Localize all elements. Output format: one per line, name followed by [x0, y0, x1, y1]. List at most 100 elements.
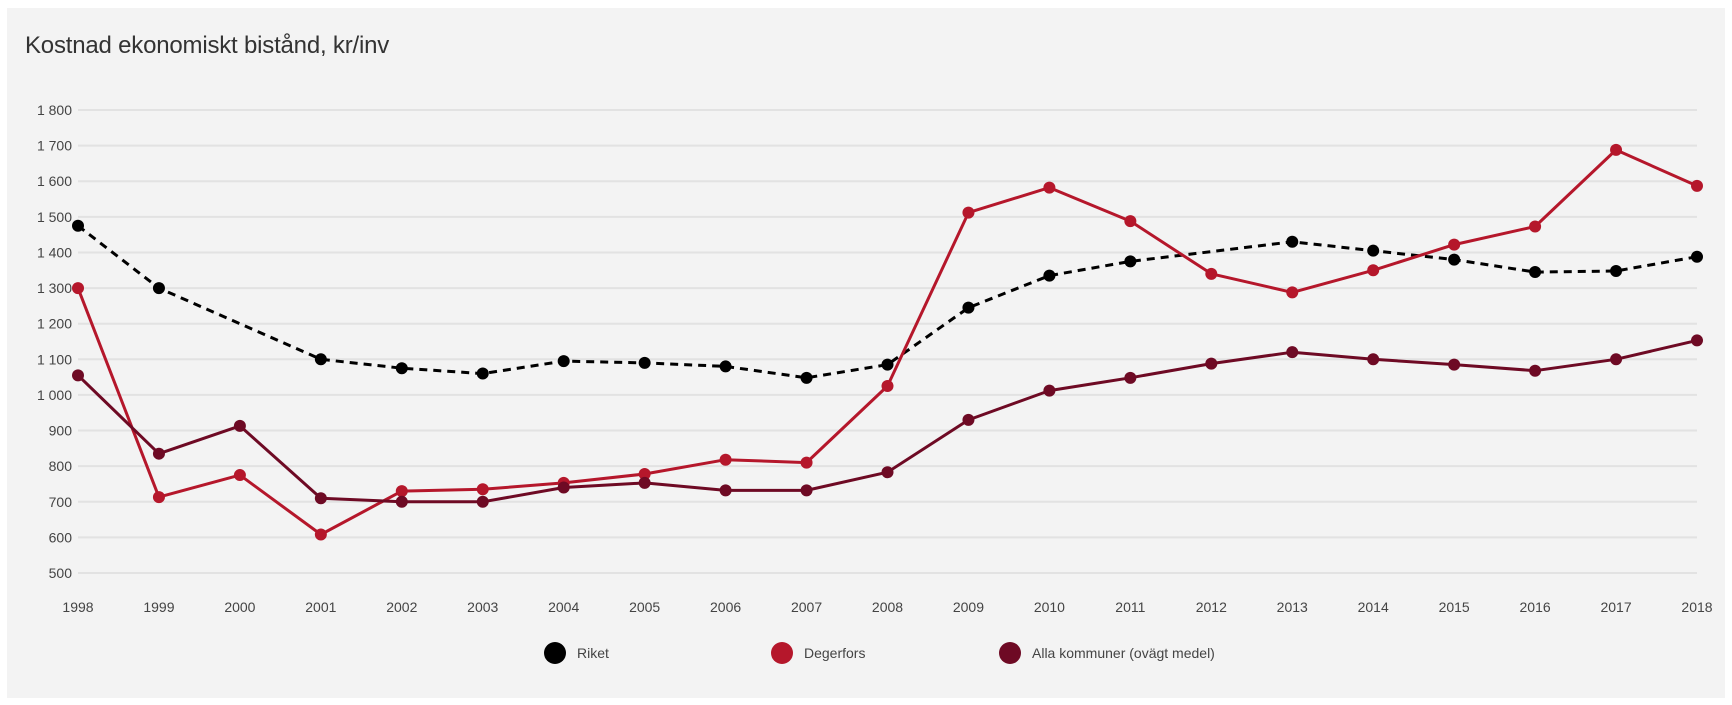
x-tick-label: 2018	[1681, 599, 1712, 615]
data-point	[1205, 267, 1218, 280]
data-point	[1610, 143, 1623, 156]
x-tick-label: 2002	[386, 599, 417, 615]
data-point	[72, 282, 84, 295]
data-point	[557, 355, 570, 368]
y-tick-label: 1 700	[37, 138, 72, 154]
legend-marker	[544, 642, 566, 664]
data-point	[719, 484, 732, 497]
data-point	[962, 301, 975, 314]
series-points	[72, 143, 1703, 541]
data-point	[233, 419, 246, 432]
y-tick-label: 1 800	[37, 102, 72, 118]
x-tick-label: 2010	[1034, 599, 1065, 615]
x-tick-label: 2001	[305, 599, 336, 615]
data-point	[1691, 334, 1703, 347]
legend-label: Alla kommuner (ovägt medel)	[1032, 645, 1215, 661]
data-point	[800, 484, 813, 497]
data-point	[152, 447, 165, 460]
data-point	[1610, 264, 1623, 277]
y-tick-label: 600	[49, 529, 73, 545]
data-point	[1367, 264, 1380, 277]
x-tick-label: 2003	[467, 599, 498, 615]
x-tick-label: 2015	[1439, 599, 1470, 615]
data-point	[1691, 179, 1703, 192]
x-tick-label: 2004	[548, 599, 579, 615]
data-point	[314, 492, 327, 505]
chart-title: Kostnad ekonomiskt bistånd, kr/inv	[25, 32, 390, 59]
y-tick-label: 1 000	[37, 387, 72, 403]
y-tick-label: 700	[49, 494, 73, 510]
x-tick-label: 2006	[710, 599, 741, 615]
data-point	[800, 371, 813, 384]
data-point	[557, 481, 570, 494]
data-point	[233, 469, 246, 482]
data-point	[1529, 364, 1542, 377]
data-point	[152, 282, 165, 295]
legend-label: Degerfors	[804, 645, 865, 661]
data-point	[881, 466, 894, 479]
data-point	[476, 495, 489, 508]
data-point	[72, 219, 84, 232]
y-tick-label: 1 300	[37, 280, 72, 296]
data-point	[1124, 215, 1137, 228]
x-tick-label: 2007	[791, 599, 822, 615]
legend-label: Riket	[577, 645, 609, 661]
data-point	[1448, 358, 1461, 371]
data-point	[1124, 255, 1137, 268]
y-tick-label: 1 100	[37, 351, 72, 367]
legend-marker	[999, 642, 1021, 664]
data-point	[152, 491, 165, 504]
chart-panel: Kostnad ekonomiskt bistånd, kr/inv	[7, 8, 1725, 698]
data-point	[1286, 346, 1299, 359]
data-point	[1367, 244, 1380, 257]
data-point	[314, 353, 327, 366]
data-point	[72, 369, 84, 382]
x-tick-label: 2014	[1358, 599, 1389, 615]
y-tick-label: 1 600	[37, 173, 72, 189]
data-point	[962, 413, 975, 426]
y-tick-label: 900	[49, 423, 73, 439]
data-point	[1205, 357, 1218, 370]
data-point	[1124, 371, 1137, 384]
x-tick-label: 2000	[224, 599, 255, 615]
data-point	[1367, 353, 1380, 366]
data-point	[1691, 250, 1703, 263]
data-point	[800, 456, 813, 469]
data-point	[719, 453, 732, 466]
data-point	[395, 362, 408, 375]
data-point	[638, 467, 651, 480]
y-tick-label: 1 500	[37, 209, 72, 225]
y-tick-label: 1 400	[37, 244, 72, 260]
x-tick-label: 2016	[1520, 599, 1551, 615]
data-point	[1529, 266, 1542, 279]
x-tick-label: 2017	[1600, 599, 1631, 615]
data-point	[1610, 353, 1623, 366]
data-point	[881, 358, 894, 371]
x-tick-label: 2008	[872, 599, 903, 615]
y-axis-tick-labels: 500 600 700 800 900 1 000 1 100 1 200 1 300 1 400…	[37, 102, 72, 581]
data-point	[476, 367, 489, 380]
x-tick-label: 1999	[143, 599, 174, 615]
data-point	[1286, 286, 1299, 299]
x-tick-label: 2009	[953, 599, 984, 615]
data-point	[1529, 220, 1542, 233]
data-point	[395, 485, 408, 498]
data-point	[1448, 253, 1461, 266]
data-point	[881, 380, 894, 393]
data-point	[476, 483, 489, 496]
y-tick-label: 1 200	[37, 316, 72, 332]
data-point	[638, 476, 651, 489]
data-point	[1448, 238, 1461, 251]
data-point	[1043, 269, 1056, 282]
x-tick-label: 2011	[1115, 599, 1145, 615]
x-tick-label: 1998	[62, 599, 93, 615]
data-point	[1043, 181, 1056, 194]
x-tick-label: 2013	[1277, 599, 1308, 615]
x-axis-tick-labels: 1998 1999 2000 2001 2002 2003 2004 2005 2006 2007…	[62, 599, 1712, 615]
y-tick-label: 800	[49, 458, 73, 474]
legend-marker	[771, 642, 793, 664]
x-tick-label: 2012	[1196, 599, 1227, 615]
data-point	[1043, 384, 1056, 397]
legend: Riket Degerfors Alla kommuner (ovägt medel…	[544, 642, 1215, 664]
